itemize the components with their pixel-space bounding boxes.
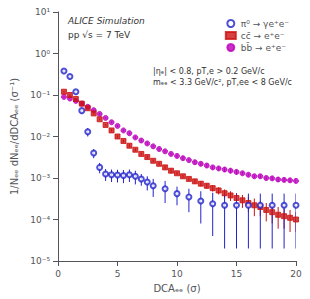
svg-text:10⁻²: 10⁻² bbox=[30, 132, 50, 142]
svg-text:20: 20 bbox=[290, 269, 302, 279]
svg-text:10⁻⁴: 10⁻⁴ bbox=[30, 215, 50, 225]
svg-text:0: 0 bbox=[55, 269, 61, 279]
svg-text:π⁰ → γe⁺e⁻: π⁰ → γe⁺e⁻ bbox=[241, 19, 289, 29]
svg-text:15: 15 bbox=[231, 269, 242, 279]
svg-text:bb̄ → e⁺e⁻: bb̄ → e⁺e⁻ bbox=[241, 42, 287, 53]
svg-text:10⁻¹: 10⁻¹ bbox=[30, 90, 50, 100]
svg-text:10¹: 10¹ bbox=[35, 7, 50, 17]
svg-text:|ηₑ| < 0.8, pT,e > 0.2 GeV/c: |ηₑ| < 0.8, pT,e > 0.2 GeV/c bbox=[153, 67, 265, 76]
svg-text:1/Nₑₑ dNₑₑ/dDCAₑₑ (σ⁻¹): 1/Nₑₑ dNₑₑ/dDCAₑₑ (σ⁻¹) bbox=[9, 78, 20, 195]
svg-text:pp √s = 7 TeV: pp √s = 7 TeV bbox=[68, 30, 131, 40]
svg-text:ALICE Simulation: ALICE Simulation bbox=[67, 16, 145, 26]
svg-text:10⁻⁵: 10⁻⁵ bbox=[30, 256, 50, 266]
svg-text:10⁰: 10⁰ bbox=[35, 49, 50, 59]
svg-text:DCAₑₑ (σ): DCAₑₑ (σ) bbox=[153, 283, 200, 294]
svg-text:10⁻³: 10⁻³ bbox=[30, 173, 50, 183]
svg-text:5: 5 bbox=[115, 269, 121, 279]
svg-text:10: 10 bbox=[171, 269, 183, 279]
svg-text:cc̄ → e⁺e⁻: cc̄ → e⁺e⁻ bbox=[241, 31, 285, 41]
svg-text:mₑₑ < 3.3 GeV/c², pT,ee < 8 Ge: mₑₑ < 3.3 GeV/c², pT,ee < 8 GeV/c bbox=[153, 78, 292, 87]
